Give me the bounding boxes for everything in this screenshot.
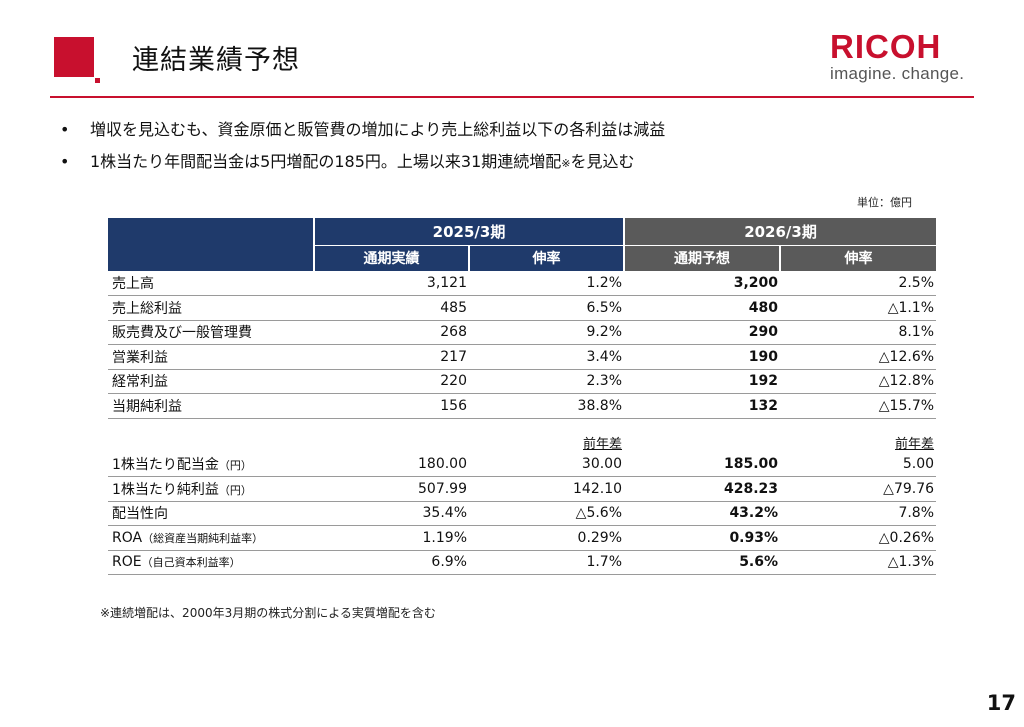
col-header-growth: 伸率	[467, 244, 625, 271]
footnote: ※連続増配は、2000年3月期の株式分割による実質増配を含む	[100, 606, 436, 620]
row-label: 売上高	[108, 271, 314, 296]
note-mark: ※	[561, 157, 571, 170]
cell-value: 217	[314, 344, 469, 370]
table-row: 販売費及び一般管理費 268 9.2% 290 8.1%	[108, 320, 937, 345]
logo-tagline: imagine. change.	[830, 64, 965, 83]
table-row: 当期純利益 156 38.8% 132 △15.7%	[108, 393, 937, 419]
table-row: 1株当たり配当金（円） 180.00 30.00 185.00 5.00	[108, 452, 937, 477]
cell-value: 2.3%	[469, 369, 625, 394]
cell-value: 190	[624, 344, 781, 370]
table-row: 経常利益 220 2.3% 192 △12.8%	[108, 369, 937, 394]
cell-value: 3,200	[624, 271, 781, 296]
cell-value: 268	[314, 320, 469, 345]
row-label: 当期純利益	[108, 393, 314, 419]
table-row: ROE（自己資本利益率） 6.9% 1.7% 5.6% △1.3%	[108, 550, 937, 575]
bullet-item: 増収を見込むも、資金原価と販管費の増加により売上総利益以下の各利益は減益	[60, 120, 665, 140]
cell-value: 180.00	[314, 452, 469, 477]
cell-value: 30.00	[469, 452, 625, 477]
cell-value: 3.4%	[469, 344, 625, 370]
row-label: 経常利益	[108, 369, 314, 394]
row-label: 売上総利益	[108, 295, 314, 321]
diff-subheader-row: 前年差 前年差	[108, 432, 936, 452]
cell-value: △1.1%	[780, 295, 937, 321]
cell-value: 220	[314, 369, 469, 394]
page-number: 17	[986, 691, 1016, 715]
cell-value: 38.8%	[469, 393, 625, 419]
page-title: 連結業績予想	[132, 45, 300, 76]
cell-value: 0.29%	[469, 525, 625, 551]
cell-value: 43.2%	[624, 501, 781, 526]
bullet-text: 1株当たり年間配当金は5円増配の185円。上場以来31期連続増配	[90, 152, 562, 171]
col-header-actual: 通期実績	[313, 244, 469, 271]
cell-value: 132	[624, 393, 781, 419]
row-label: ROA（総資産当期純利益率）	[108, 525, 314, 551]
table-row: 売上高 3,121 1.2% 3,200 2.5%	[108, 271, 937, 296]
cell-value: 9.2%	[469, 320, 625, 345]
cell-value: △12.6%	[780, 344, 937, 370]
cell-value: 7.8%	[780, 501, 937, 526]
cell-value: △0.26%	[780, 525, 937, 551]
ricoh-logo: RICOH imagine. change.	[830, 30, 975, 83]
cell-value: 0.93%	[624, 525, 781, 551]
cell-value: 1.7%	[469, 550, 625, 575]
cell-value: 192	[624, 369, 781, 394]
cell-value: 6.9%	[314, 550, 469, 575]
cell-value: 35.4%	[314, 501, 469, 526]
cell-value: △5.6%	[469, 501, 625, 526]
bullet-text-tail: を見込む	[570, 152, 635, 171]
cell-value: △12.8%	[780, 369, 937, 394]
diff-label: 前年差	[583, 436, 623, 452]
cell-value: 1.2%	[469, 271, 625, 296]
bullet-item: 1株当たり年間配当金は5円増配の185円。上場以来31期連続増配※を見込む	[60, 152, 665, 174]
cell-value: 1.19%	[314, 525, 469, 551]
cell-value: 5.00	[780, 452, 937, 477]
row-label: 営業利益	[108, 344, 314, 370]
cell-value: 156	[314, 393, 469, 419]
col-header-growth: 伸率	[779, 244, 937, 271]
table-row: 配当性向 35.4% △5.6% 43.2% 7.8%	[108, 501, 937, 526]
cell-value: 290	[624, 320, 781, 345]
table-spacer	[108, 418, 936, 432]
unit-label: 単位：億円	[857, 196, 912, 209]
diff-label: 前年差	[895, 436, 935, 452]
table-row: ROA（総資産当期純利益率） 1.19% 0.29% 0.93% △0.26%	[108, 525, 937, 551]
period-header-2026: 2026/3期	[623, 218, 937, 245]
summary-bullets: 増収を見込むも、資金原価と販管費の増加により売上総利益以下の各利益は減益 1株当…	[60, 120, 665, 186]
cell-value: 185.00	[624, 452, 781, 477]
title-accent-square	[54, 37, 100, 83]
cell-value: △79.76	[780, 476, 937, 502]
row-label: ROE（自己資本利益率）	[108, 550, 314, 575]
header-corner	[108, 218, 314, 271]
cell-value: 6.5%	[469, 295, 625, 321]
cell-value: △15.7%	[780, 393, 937, 419]
cell-value: 480	[624, 295, 781, 321]
period-header-2025: 2025/3期	[312, 218, 625, 245]
cell-value: 2.5%	[780, 271, 937, 296]
cell-value: 8.1%	[780, 320, 937, 345]
cell-value: 428.23	[624, 476, 781, 502]
cell-value: 3,121	[314, 271, 469, 296]
row-label: 1株当たり配当金（円）	[108, 452, 314, 477]
table-row: 売上総利益 485 6.5% 480 △1.1%	[108, 295, 937, 321]
cell-value: 142.10	[469, 476, 625, 502]
header-divider	[50, 96, 974, 98]
row-label: 販売費及び一般管理費	[108, 320, 314, 345]
table-row: 1株当たり純利益（円） 507.99 142.10 428.23 △79.76	[108, 476, 937, 502]
table-row: 営業利益 217 3.4% 190 △12.6%	[108, 344, 937, 370]
col-header-forecast: 通期予想	[623, 244, 781, 271]
cell-value: △1.3%	[780, 550, 937, 575]
logo-wordmark: RICOH	[830, 28, 942, 65]
row-label: 1株当たり純利益（円）	[108, 476, 314, 502]
cell-value: 5.6%	[624, 550, 781, 575]
cell-value: 485	[314, 295, 469, 321]
row-label: 配当性向	[108, 501, 314, 526]
cell-value: 507.99	[314, 476, 469, 502]
forecast-table: 2025/3期 2026/3期 通期実績 伸率 通期予想 伸率 売上高 3,12…	[108, 218, 937, 575]
